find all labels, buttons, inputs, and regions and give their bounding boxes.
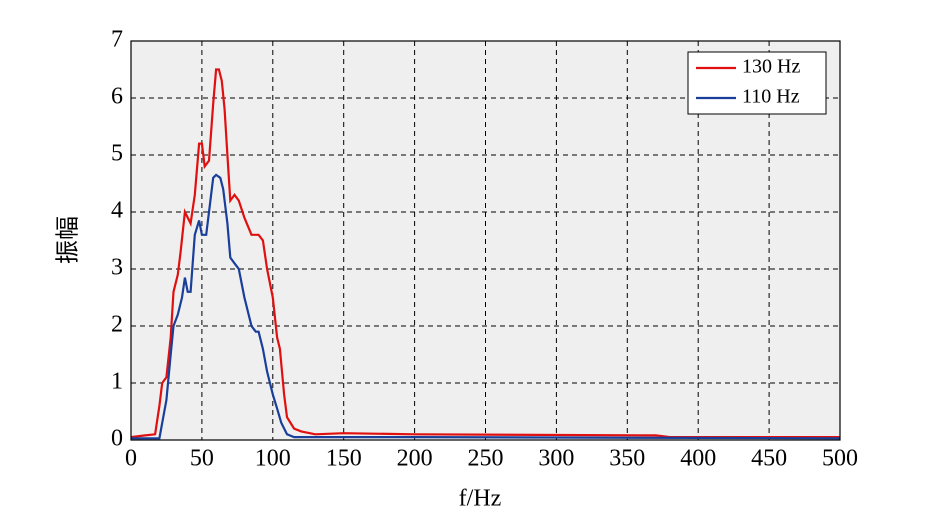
- x-tick-label: 100: [255, 446, 291, 472]
- x-tick-label: 400: [680, 446, 716, 472]
- y-tick-label: 6: [111, 84, 123, 110]
- x-tick-label: 500: [822, 446, 858, 472]
- legend-label: 130 Hz: [742, 56, 800, 78]
- x-tick-label: 50: [190, 446, 214, 472]
- x-tick-label: 250: [468, 446, 504, 472]
- x-tick-label: 350: [609, 446, 645, 472]
- x-tick-label: 300: [538, 446, 574, 472]
- y-tick-label: 5: [111, 141, 123, 167]
- legend-label: 110 Hz: [742, 86, 800, 108]
- y-tick-label: 2: [111, 312, 123, 338]
- data-line: [130, 68, 840, 439]
- x-tick-label: 0: [125, 446, 137, 472]
- x-tick-label: 150: [326, 446, 362, 472]
- y-tick-label: 3: [111, 255, 123, 281]
- y-tick-label: 7: [111, 27, 123, 53]
- x-axis-label: f/Hz: [459, 486, 502, 512]
- x-tick-label: 450: [751, 446, 787, 472]
- y-tick-label: 4: [111, 198, 123, 224]
- y-axis-label: 振幅: [55, 216, 82, 264]
- x-tick-label: 200: [397, 446, 433, 472]
- data-line: [131, 173, 841, 440]
- y-tick-label: 1: [111, 369, 123, 395]
- y-tick-label: 0: [111, 426, 123, 452]
- plot-frame: [130, 40, 841, 441]
- legend-box: [687, 51, 827, 115]
